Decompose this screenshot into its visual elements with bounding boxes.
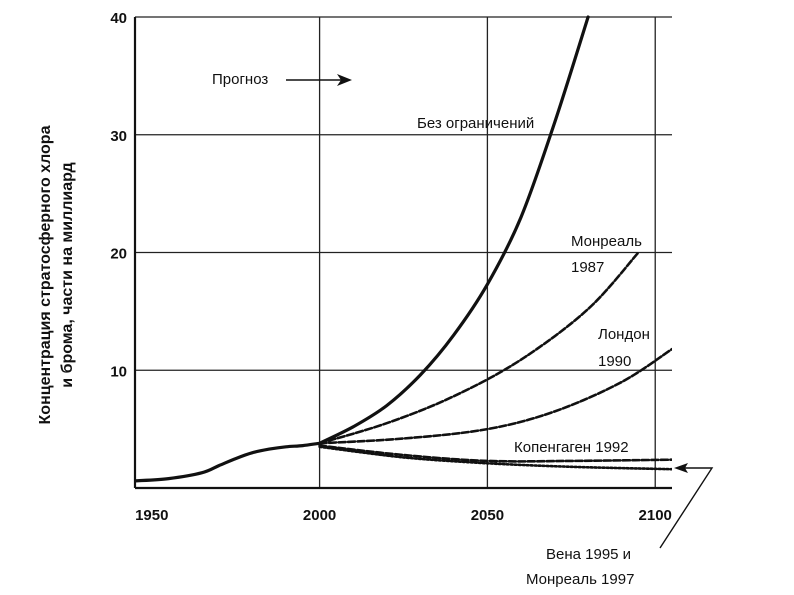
y-tick-label: 40 bbox=[110, 10, 127, 27]
series-label-copenhagen-1992: Копенгаген 1992 bbox=[514, 439, 629, 456]
series-label-vienna-1995-b: Монреаль 1997 bbox=[526, 571, 634, 588]
x-tick-labels: 1950 2000 2050 2100 bbox=[135, 507, 672, 524]
callout-arrow-icon bbox=[659, 463, 714, 549]
series-line-2 bbox=[318, 347, 672, 445]
historical-line bbox=[135, 441, 322, 483]
y-tick-labels: 10 20 30 40 bbox=[110, 10, 127, 380]
series-line-0 bbox=[318, 15, 590, 445]
series-label-no-limits: Без ограничений bbox=[417, 115, 534, 132]
x-tick-label: 2050 bbox=[471, 507, 504, 524]
series-line-3 bbox=[318, 444, 672, 463]
series-label-vienna-1995-a: Вена 1995 и bbox=[546, 546, 631, 563]
forecast-arrow-icon bbox=[286, 74, 352, 86]
axes bbox=[133, 17, 672, 490]
x-tick-label: 2100 bbox=[639, 507, 672, 524]
series-line-1 bbox=[318, 251, 640, 445]
x-tick-label: 1950 bbox=[135, 507, 168, 524]
series-line-4 bbox=[318, 445, 672, 471]
series-label-montreal-1987-b: 1987 bbox=[571, 259, 604, 276]
series-lines bbox=[135, 15, 672, 483]
series-label-london-1990-a: Лондон bbox=[598, 326, 650, 343]
y-tick-label: 30 bbox=[110, 128, 127, 145]
x-tick-label: 2000 bbox=[303, 507, 336, 524]
series-label-london-1990-b: 1990 bbox=[598, 353, 631, 370]
y-axis-label-line-2: и брома, части на миллиард bbox=[59, 162, 76, 387]
grid bbox=[135, 16, 672, 488]
y-tick-label: 20 bbox=[110, 246, 127, 263]
forecast-label: Прогноз bbox=[212, 71, 268, 88]
y-tick-label: 10 bbox=[110, 363, 127, 380]
series-label-montreal-1987-a: Монреаль bbox=[571, 233, 642, 250]
y-axis-label-line-1: Концентрация стратосферного хлора bbox=[37, 125, 54, 424]
